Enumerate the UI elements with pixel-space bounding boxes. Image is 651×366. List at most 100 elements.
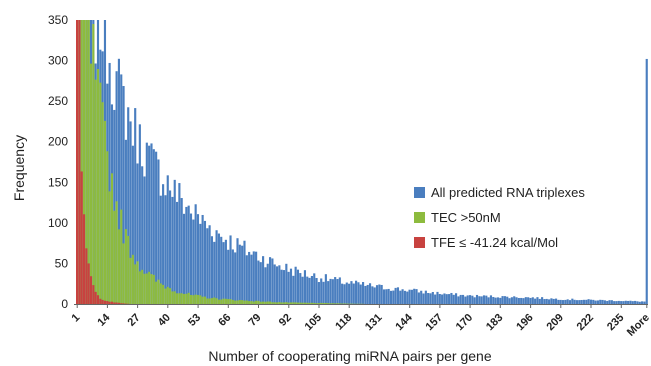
bar-all: [429, 293, 432, 304]
bar-all: [129, 121, 132, 304]
bar-all: [459, 294, 462, 304]
bar-tec: [287, 302, 290, 304]
bar-all: [296, 269, 300, 304]
bar-all: [408, 289, 411, 304]
bar-all: [299, 273, 302, 304]
x-tick-label: 144: [393, 311, 415, 333]
bar-tec: [185, 293, 188, 304]
bar-tec: [220, 299, 223, 304]
bar-all: [554, 298, 558, 304]
bar-all: [229, 235, 232, 304]
x-tick-label: 196: [514, 312, 535, 333]
bar-tec: [252, 301, 255, 304]
bar-all: [499, 297, 502, 304]
bar-tfe: [89, 276, 93, 304]
bar-tec: [131, 254, 134, 304]
bar-all: [599, 299, 602, 304]
bar-tec: [148, 271, 151, 304]
bar-tec: [155, 281, 158, 304]
bar-tfe: [101, 299, 104, 304]
bar-all: [141, 166, 144, 304]
bar-all: [175, 201, 179, 304]
bar-all: [371, 286, 374, 304]
bar-all: [143, 176, 146, 304]
series-all-bars: [76, 20, 648, 305]
bar-all: [434, 294, 437, 304]
y-tick-label: 50: [55, 256, 69, 270]
bar-tec: [275, 302, 279, 304]
bar-tec: [231, 299, 234, 304]
y-tick-label: 100: [48, 216, 68, 230]
bar-all: [366, 284, 369, 304]
bar-all: [603, 300, 606, 304]
bar-all: [441, 294, 444, 304]
bar-all: [485, 295, 488, 304]
bar-all: [582, 299, 586, 304]
bar-tfe: [103, 300, 107, 304]
bar-tec: [145, 273, 148, 304]
bar-tfe: [94, 291, 97, 304]
bar-all: [480, 296, 483, 304]
bar-all: [301, 276, 304, 304]
bar-all: [203, 220, 207, 304]
bar-all: [410, 289, 413, 304]
bar-all: [264, 267, 267, 304]
bar-all: [564, 299, 567, 304]
bar-all: [194, 204, 197, 304]
bar-all: [478, 296, 481, 304]
bar-tec: [101, 102, 104, 304]
bar-tec: [255, 300, 258, 304]
bar-all: [185, 206, 188, 304]
bar-all: [473, 297, 476, 304]
bar-tec: [289, 302, 293, 304]
bar-all: [522, 298, 525, 304]
bar-all: [578, 300, 581, 304]
bar-all: [331, 279, 334, 304]
bar-all: [213, 241, 216, 304]
bar-all: [517, 297, 520, 304]
bar-tec: [199, 295, 202, 304]
bar-all: [136, 163, 139, 304]
bar-tec: [345, 303, 348, 305]
bar-tec: [257, 300, 260, 304]
bar-all: [431, 291, 434, 304]
bar-tec: [264, 301, 267, 304]
legend-swatch-all: [414, 187, 425, 198]
bar-all: [169, 190, 172, 304]
bar-all: [275, 266, 279, 304]
bar-all: [375, 285, 379, 304]
bar-all: [162, 184, 165, 304]
bar-all: [227, 249, 230, 304]
bar-all: [294, 266, 297, 304]
bar-tec: [206, 298, 209, 304]
bar-all: [596, 300, 599, 304]
bar-all: [634, 300, 637, 304]
bar-all: [324, 274, 327, 304]
bar-all: [594, 300, 597, 304]
bar-tec: [338, 303, 341, 304]
bar-all: [157, 159, 160, 304]
bar-all: [322, 281, 325, 304]
bar-all: [520, 297, 523, 304]
bar-all: [152, 149, 155, 304]
bar-all: [292, 275, 295, 304]
bar-tec: [292, 302, 295, 304]
bar-all: [327, 281, 330, 304]
bar-all: [638, 301, 641, 304]
bar-all: [566, 299, 569, 304]
bar-tfe: [82, 214, 86, 304]
bar-tec: [103, 120, 107, 304]
bar-all: [445, 294, 448, 304]
bar-tec: [201, 296, 204, 304]
bar-all: [538, 298, 541, 304]
bar-all: [475, 294, 479, 304]
bar-all: [262, 256, 265, 304]
bar-all: [357, 282, 360, 304]
bar-all: [552, 298, 555, 304]
bar-all: [117, 58, 120, 304]
bar-tec: [310, 302, 313, 304]
bar-all: [252, 251, 255, 304]
bar-all: [145, 142, 148, 304]
bar-tec: [273, 302, 276, 304]
bar-all: [189, 213, 193, 304]
